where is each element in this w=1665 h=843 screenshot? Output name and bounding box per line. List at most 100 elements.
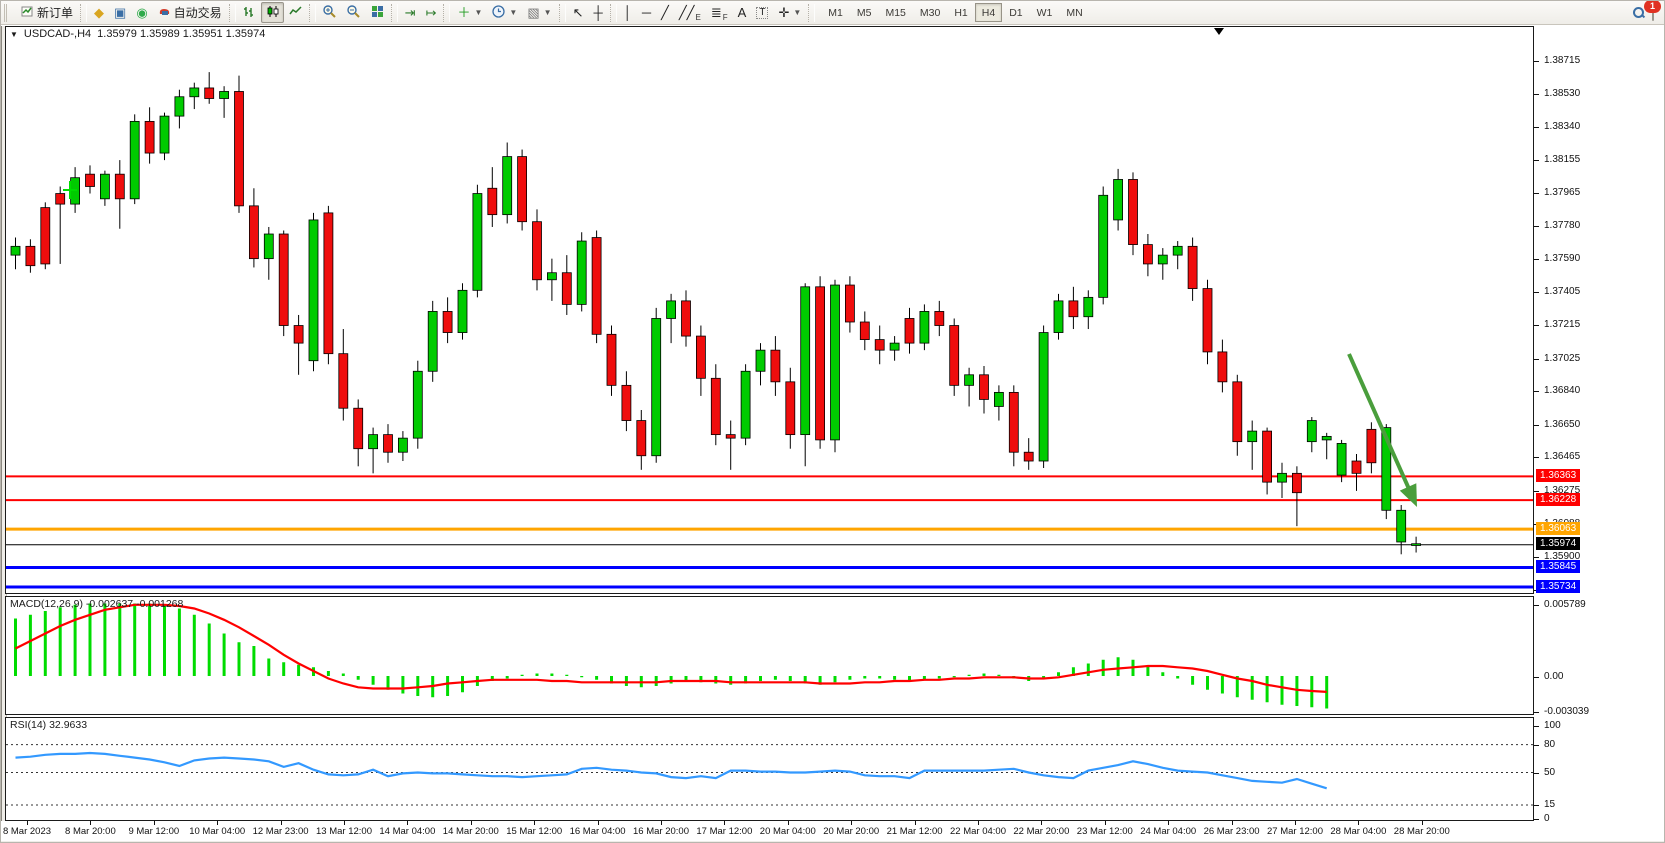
macd-panel[interactable]: MACD(12,26,9) -0.002637 -0.001268 [5,596,1534,715]
status-strip [1,841,1664,842]
symbol-timeframe-label: USDCAD-,H4 [23,28,92,40]
main-chart-panel[interactable]: ▼ USDCAD-,H4 1.35979 1.35989 1.35951 1.3… [5,26,1534,594]
navigator-button[interactable]: ◉ [131,2,152,23]
candle-body [1038,332,1049,462]
tile-windows-button[interactable] [366,2,389,23]
chat-bubble-icon [1652,4,1654,21]
date-label: 15 Mar 12:00 [506,826,563,837]
search-icon[interactable] [1633,7,1644,18]
timeframe-m5-button[interactable]: M5 [856,6,872,19]
timeframe-h4-button[interactable]: H4 [974,3,1003,22]
price-tick-label: 1.37025 [1544,352,1581,364]
candle-body [815,286,825,441]
timeframe-m15-button[interactable]: M15 [885,6,906,19]
ohlc-values: 1.35979 1.35989 1.35951 1.35974 [97,28,266,40]
text-button[interactable]: A [733,2,752,23]
trendline-button[interactable]: ╱ [656,2,674,23]
zoom-out-icon [346,5,361,20]
periods-button[interactable]: ▼ [487,2,522,23]
buy-marker-icon[interactable] [63,181,77,199]
price-tick-label: 1.37780 [1544,219,1581,231]
label-button[interactable]: T [751,2,773,23]
timeframe-d1-button[interactable]: D1 [1009,6,1023,19]
macd-chart[interactable] [6,597,1533,714]
timeframe-m30-button[interactable]: M30 [919,6,941,19]
chevron-down-icon[interactable]: ▼ [10,29,18,39]
candle-body [1366,428,1377,464]
channel-button[interactable]: ╱╱ E [678,5,701,22]
level-price-tag: 1.36228 [1536,492,1581,506]
chart-shift-button[interactable]: ↦ [421,2,442,23]
axis-tick [1534,325,1539,327]
timeframe-mn-button[interactable]: MN [1066,6,1083,19]
auto-trading-button[interactable]: 自动交易 [153,2,227,23]
timeframe-h1-button[interactable]: H1 [954,6,968,19]
candle-body [85,173,95,187]
macd-scale-label: -0.003039 [1544,705,1590,717]
templates-button[interactable]: ▧ ▼ [522,2,556,23]
date-tick [90,821,92,825]
label-icon: T [756,6,769,19]
date-label: 14 Mar 04:00 [379,826,436,837]
candlestick-button[interactable] [260,2,284,23]
date-tick [1168,821,1170,825]
auto-scroll-icon: ⇥ [404,5,416,20]
price-axis[interactable]: 1.38715 1.38530 1.38340 1.38155 1.37965 1.377… [1534,24,1664,824]
chat-button[interactable]: 1 [1644,1,1661,21]
dropdown-caret-icon: ▼ [543,8,552,17]
candle-body [889,342,900,351]
date-label: 10 Mar 04:00 [189,826,246,837]
date-label: 28 Mar 04:00 [1330,826,1387,837]
candle-body [1083,296,1094,318]
chart-shift-icon: ↦ [425,5,437,20]
date-tick [787,821,789,825]
notification-badge: 1 [1644,1,1661,13]
toolbar-grip[interactable] [4,3,11,22]
zoom-out-button[interactable] [342,2,366,23]
auto-scroll-button[interactable]: ⇥ [400,2,421,23]
data-window-button[interactable]: ▣ [109,2,131,23]
rsi-panel[interactable]: RSI(14) 32.9633 [5,717,1534,821]
level-price-tag: 1.35734 [1536,579,1581,593]
timeframe-m1-button[interactable]: M1 [828,6,843,19]
crosshair-button[interactable]: ┼ [588,2,607,23]
date-label: 24 Mar 04:00 [1140,826,1197,837]
candlestick-chart[interactable] [6,27,1533,593]
new-order-button[interactable]: 新订单 [16,2,78,23]
bar-chart-button[interactable] [238,2,261,23]
axis-tick [1534,677,1539,678]
indicators-button[interactable]: ＋ ▼ [452,2,487,23]
candle-body [1321,435,1332,441]
date-tick [153,821,155,825]
candle-body [219,91,230,99]
zoom-in-button[interactable] [318,2,342,23]
rsi-chart[interactable] [6,718,1533,820]
candle-body [1262,430,1272,483]
candle-body [323,212,334,355]
date-label: 12 Mar 23:00 [252,826,309,837]
line-chart-button[interactable] [284,2,307,23]
date-tick [27,821,28,825]
trend-arrow[interactable] [1347,353,1415,499]
market-watch-button[interactable]: ◆ [89,2,109,23]
timeframe-toolbar: M1 M5 M15 M30 H1 H4 D1 W1 MN [819,1,1091,24]
candle-body [1381,427,1392,511]
candle-body [1068,300,1079,318]
horizontal-line-button[interactable]: ─ [637,2,656,23]
candle-body [964,374,974,386]
candle-body [487,187,498,216]
toolbar-separator [558,3,566,22]
date-tick [534,821,536,825]
fibonacci-button[interactable]: ≣ F [710,5,728,22]
trend-arrowhead-icon [1399,483,1417,507]
candle-body [1008,391,1019,453]
date-tick [407,821,409,825]
channel-icon: ╱╱ [678,5,695,20]
date-axis[interactable]: 8 Mar 2023 8 Mar 20:00 9 Mar 12:00 10 Mar 0… [3,821,1534,841]
cursor-button[interactable]: ↖ [568,2,589,23]
vertical-line-button[interactable]: │ [619,2,637,23]
arrows-button[interactable]: ✛ ▼ [773,2,806,23]
date-tick [978,821,979,825]
candle-body [1292,472,1302,494]
timeframe-w1-button[interactable]: W1 [1036,6,1053,19]
